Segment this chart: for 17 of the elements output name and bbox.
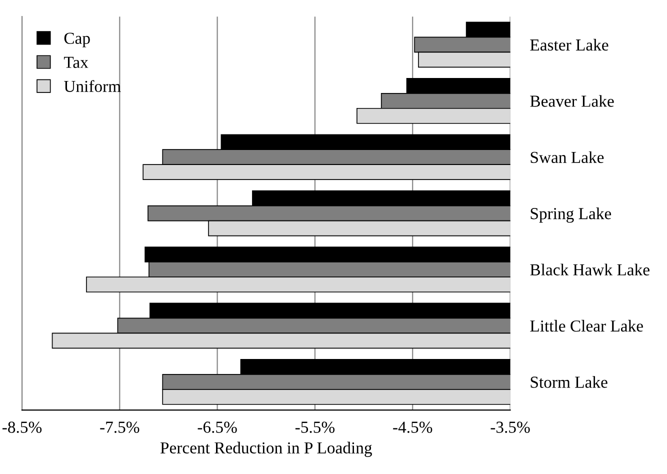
- y-tick-label: Storm Lake: [530, 376, 608, 388]
- y-tick-label: Easter Lake: [530, 38, 608, 51]
- x-tick-label: -7.5%: [100, 422, 140, 433]
- y-tick-label: Black Hawk Lake: [530, 264, 650, 276]
- y-tick-label: Spring Lake: [530, 208, 612, 223]
- x-tick-label: -8.5%: [2, 422, 42, 433]
- legend-label: Tax: [64, 56, 88, 68]
- legend-label: Cap: [64, 32, 90, 48]
- x-tick-label: -5.5%: [295, 422, 335, 433]
- x-tick-label: -4.5%: [393, 422, 432, 433]
- legend-label: Uniform: [64, 80, 121, 92]
- x-tick-label: -3.5%: [490, 422, 530, 433]
- x-tick-label: -6.5%: [198, 422, 237, 433]
- x-axis-title: Percent Reduction in P Loading: [160, 442, 372, 457]
- y-tick-label: Beaver Lake: [530, 95, 614, 107]
- y-tick-label: Swan Lake: [530, 151, 604, 164]
- y-tick-label: Little Clear Lake: [530, 320, 643, 332]
